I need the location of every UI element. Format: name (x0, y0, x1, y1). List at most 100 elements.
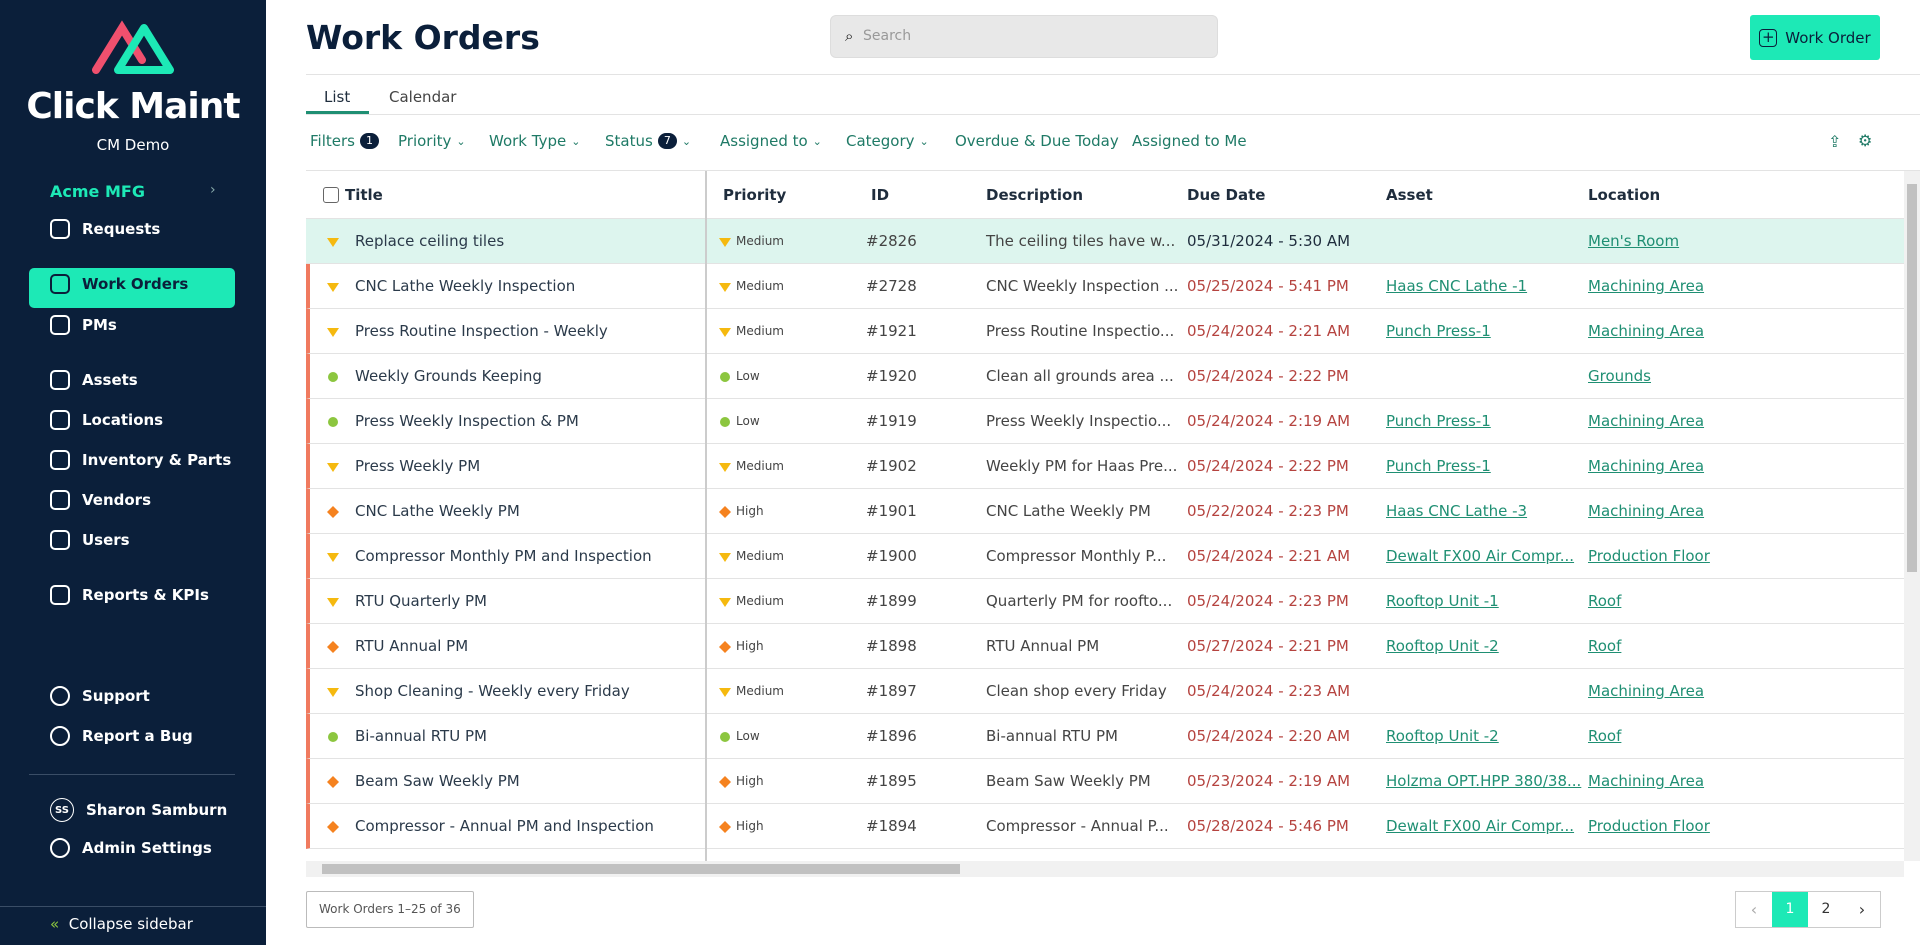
divider (0, 906, 266, 907)
location[interactable]: Machining Area (1588, 682, 1705, 700)
h-scrollbar[interactable] (306, 861, 1904, 877)
filter-label: Filters (310, 132, 355, 150)
table-row[interactable]: RTU Annual PM High #1898 RTU Annual PM 05/27… (306, 624, 1904, 669)
due-date: 05/24/2024 - 2:23 AM (1187, 682, 1351, 700)
filter[interactable]: Assigned to ⌄ (720, 132, 822, 150)
priority-icon (327, 553, 339, 562)
priority-icon (327, 821, 339, 833)
location[interactable]: Roof (1588, 727, 1622, 745)
table-row[interactable]: Compressor - Annual PM and Inspection Hig… (306, 804, 1904, 849)
asset[interactable]: Dewalt FX00 Air Compr... (1386, 547, 1575, 565)
nav-item[interactable]: Vendors (50, 490, 151, 510)
filter[interactable]: Category ⌄ (846, 132, 929, 150)
table-row[interactable]: Replace ceiling tiles Medium #2826 The ceil… (306, 219, 1904, 264)
admin[interactable]: Admin Settings (50, 838, 212, 858)
location[interactable]: Machining Area (1588, 322, 1705, 340)
location[interactable]: Machining Area (1588, 277, 1705, 295)
location[interactable]: Production Floor (1588, 547, 1710, 565)
location[interactable]: Machining Area (1588, 457, 1705, 475)
h-thumb[interactable] (322, 864, 960, 874)
filter-label: Assigned to (720, 132, 808, 150)
description: Quarterly PM for roofto... (986, 592, 1173, 610)
checkbox[interactable] (323, 187, 339, 203)
search-placeholder: Search (863, 28, 912, 44)
collapse[interactable]: « Collapse sidebar (50, 915, 193, 933)
table-row[interactable]: Compressor Monthly PM and Inspection Medi… (306, 534, 1904, 579)
asset[interactable]: Rooftop Unit -2 (1386, 637, 1499, 655)
title: Compressor Monthly PM and Inspection (355, 547, 652, 565)
new-work-order[interactable]: + Work Order (1750, 15, 1880, 60)
nav-item[interactable]: Users (50, 530, 130, 550)
asset[interactable]: Rooftop Unit -2 (1386, 727, 1499, 745)
table-row[interactable]: Press Weekly PM Medium #1902 Weekly PM for … (306, 444, 1904, 489)
table-row[interactable]: Weekly Grounds Keeping Low #1920 Clean all … (306, 354, 1904, 399)
asset[interactable]: Punch Press-1 (1386, 322, 1491, 340)
title: RTU Annual PM (355, 637, 469, 655)
nav-item[interactable]: Assets (50, 370, 138, 390)
priority-icon (719, 821, 731, 833)
tab[interactable]: Calendar (389, 88, 457, 106)
page[interactable]: 2 (1821, 901, 1831, 917)
nav-label: Reports & KPIs (82, 586, 209, 604)
tab[interactable]: List (324, 88, 351, 106)
location[interactable]: Grounds (1588, 367, 1651, 385)
table-row[interactable]: Press Routine Inspection - Weekly Medium #… (306, 309, 1904, 354)
page[interactable]: 1 (1772, 892, 1808, 927)
table-row[interactable]: CNC Lathe Weekly PM High #1901 CNC Lathe We… (306, 489, 1904, 534)
asset[interactable]: Haas CNC Lathe -3 (1386, 502, 1528, 520)
location[interactable]: Men's Room (1588, 232, 1680, 250)
location[interactable]: Machining Area (1588, 502, 1705, 520)
v-thumb[interactable] (1907, 184, 1917, 572)
filter[interactable]: Assigned to Me (1132, 132, 1247, 150)
table-row[interactable]: RTU Quarterly PM Medium #1899 Quarterly PM … (306, 579, 1904, 624)
settings[interactable]: ⚙ (1858, 131, 1873, 150)
filter[interactable]: Overdue & Due Today (955, 132, 1119, 150)
asset[interactable]: Holzma OPT.HPP 380/38... (1386, 772, 1582, 790)
filter[interactable]: Priority ⌄ (398, 132, 466, 150)
location[interactable]: Production Floor (1588, 817, 1710, 835)
nav-item[interactable]: Reports & KPIs (50, 585, 209, 605)
location[interactable]: Roof (1588, 592, 1622, 610)
search[interactable]: ⌕ Search (830, 15, 1218, 58)
table-row[interactable]: Press Weekly Inspection & PM Low #1919 Pres… (306, 399, 1904, 444)
table-row[interactable]: Shop Cleaning - Weekly every Friday Mediu… (306, 669, 1904, 714)
filter[interactable]: Filters 1 (310, 132, 379, 150)
v-scrollbar[interactable] (1904, 171, 1920, 861)
description: Compressor - Annual P... (986, 817, 1169, 835)
title: Replace ceiling tiles (355, 232, 505, 250)
site[interactable]: Acme MFG (50, 182, 145, 201)
location[interactable]: Roof (1588, 637, 1622, 655)
asset[interactable]: Rooftop Unit -1 (1386, 592, 1499, 610)
asset[interactable]: Punch Press-1 (1386, 457, 1491, 475)
nav-item[interactable]: Report a Bug (50, 726, 193, 746)
location[interactable]: Machining Area (1588, 772, 1705, 790)
next[interactable]: › (1858, 900, 1866, 919)
table-row[interactable]: Bi-annual RTU PM Low #1896 Bi-annual RTU PM… (306, 714, 1904, 759)
asset[interactable]: Dewalt FX00 Air Compr... (1386, 817, 1575, 835)
prev[interactable]: ‹ (1750, 900, 1758, 919)
admin-label: Admin Settings (82, 839, 212, 857)
due-date: 05/23/2024 - 2:19 AM (1187, 772, 1351, 790)
nav-item[interactable]: PMs (50, 315, 117, 335)
table-row[interactable]: CNC Lathe Weekly Inspection Medium #2728 CN… (306, 264, 1904, 309)
nav-item[interactable]: Requests (50, 219, 160, 239)
filter-label: Category (846, 132, 915, 150)
table-row[interactable]: Beam Saw Weekly PM High #1895 Beam Saw Week… (306, 759, 1904, 804)
description: Bi-annual RTU PM (986, 727, 1118, 745)
nav-item[interactable]: Work Orders (50, 274, 188, 294)
id: #1895 (866, 772, 917, 790)
filter[interactable]: Status 7 ⌄ (605, 132, 691, 150)
filter[interactable]: Work Type ⌄ (489, 132, 580, 150)
export[interactable]: ⇪ (1828, 132, 1842, 151)
asset[interactable]: Punch Press-1 (1386, 412, 1491, 430)
table-header: Title Priority ID Description Due Date Asset L… (306, 171, 1904, 219)
description: CNC Lathe Weekly PM (986, 502, 1151, 520)
nav-item[interactable]: Inventory & Parts (50, 450, 231, 470)
user[interactable]: SS Sharon Samburn (50, 798, 227, 822)
nav-item[interactable]: Support (50, 686, 150, 706)
asset[interactable]: Haas CNC Lathe -1 (1386, 277, 1528, 295)
location[interactable]: Machining Area (1588, 412, 1705, 430)
priority-icon (719, 283, 731, 292)
nav-item[interactable]: Locations (50, 410, 163, 430)
